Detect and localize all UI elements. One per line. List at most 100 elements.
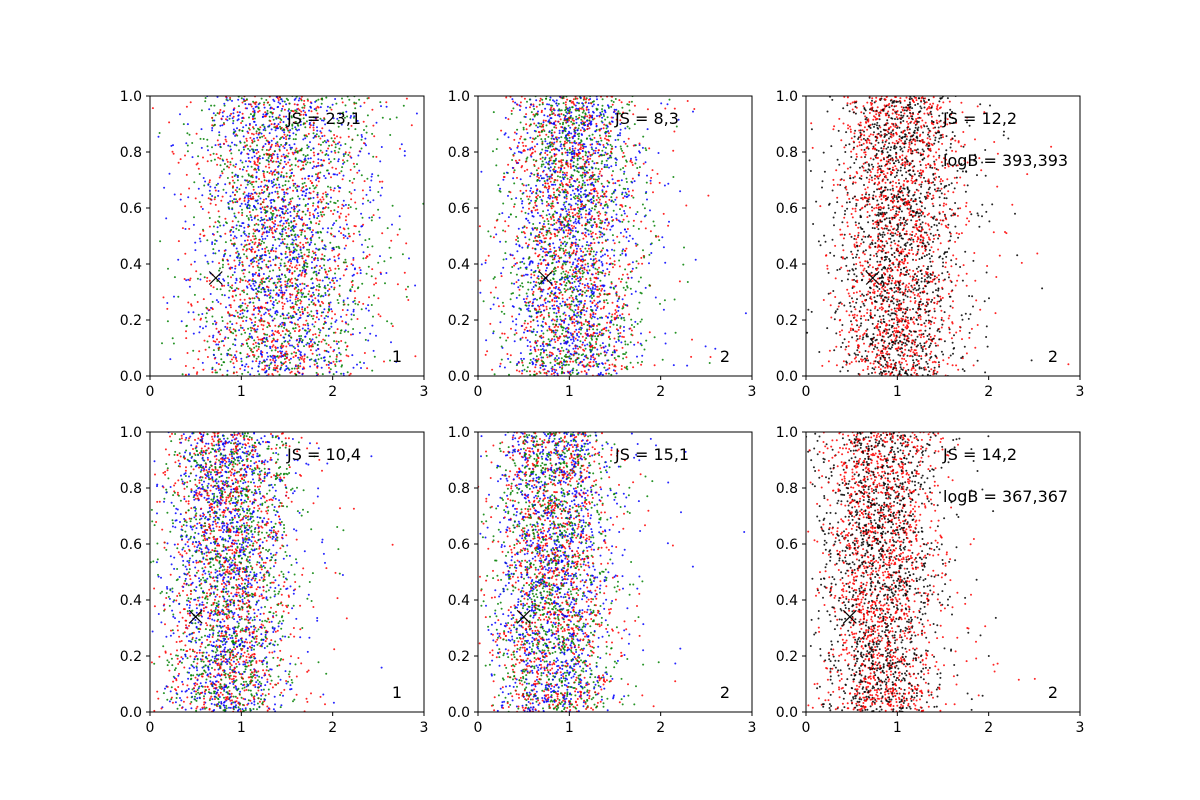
- data-point: [591, 153, 594, 156]
- data-point: [529, 345, 532, 348]
- data-point: [288, 144, 291, 147]
- data-point: [263, 294, 266, 297]
- data-point: [177, 295, 180, 298]
- data-point: [259, 257, 262, 260]
- x-tick-label: 0: [146, 384, 155, 400]
- data-point: [561, 185, 564, 188]
- data-point: [320, 200, 323, 203]
- y-tick-label: 0.6: [120, 201, 142, 217]
- data-point: [267, 186, 269, 189]
- data-point: [358, 169, 361, 172]
- data-point: [600, 346, 603, 349]
- data-point: [250, 262, 253, 265]
- data-point: [299, 120, 302, 123]
- data-point: [295, 339, 298, 342]
- data-point: [344, 151, 347, 154]
- data-point: [252, 209, 254, 211]
- data-point: [575, 316, 578, 318]
- data-point: [257, 202, 259, 205]
- data-point: [222, 168, 225, 171]
- data-point: [214, 369, 217, 372]
- data-point: [341, 97, 343, 100]
- data-point: [189, 101, 192, 104]
- data-point: [622, 316, 625, 319]
- data-point: [300, 295, 303, 298]
- data-point: [591, 138, 594, 141]
- data-point: [267, 266, 270, 268]
- data-point: [303, 309, 306, 312]
- data-point: [330, 325, 333, 328]
- data-point: [388, 246, 391, 249]
- data-point: [574, 252, 577, 255]
- data-point: [282, 336, 285, 339]
- data-point: [563, 147, 566, 150]
- data-point: [255, 152, 258, 155]
- data-point: [555, 140, 558, 143]
- data-point: [250, 216, 253, 219]
- data-point: [590, 219, 593, 222]
- data-point: [256, 336, 259, 339]
- data-point: [523, 331, 525, 334]
- data-point: [379, 194, 382, 197]
- data-point: [266, 277, 269, 279]
- data-point: [239, 306, 242, 309]
- data-point: [568, 139, 571, 142]
- data-point: [577, 127, 580, 130]
- data-point: [286, 314, 289, 317]
- data-point: [492, 236, 495, 239]
- data-point: [539, 352, 542, 354]
- data-point: [353, 177, 356, 180]
- data-point: [247, 157, 250, 159]
- data-point: [540, 356, 543, 359]
- data-point: [244, 160, 247, 163]
- data-point: [298, 329, 301, 331]
- data-point: [356, 363, 358, 366]
- data-point: [312, 314, 315, 317]
- data-point: [583, 344, 586, 347]
- data-point: [296, 129, 299, 132]
- data-point: [298, 335, 301, 338]
- data-point: [168, 121, 171, 124]
- data-point: [530, 269, 533, 272]
- data-point: [168, 172, 171, 175]
- data-point: [317, 158, 320, 161]
- data-point: [272, 244, 274, 247]
- data-point: [249, 373, 252, 376]
- data-point: [230, 112, 233, 115]
- data-point: [286, 127, 289, 130]
- data-point: [352, 258, 355, 261]
- data-point: [286, 243, 289, 246]
- data-point: [281, 107, 284, 110]
- data-point: [188, 279, 191, 282]
- data-point: [563, 145, 566, 148]
- data-point: [590, 146, 593, 149]
- data-point: [516, 262, 518, 264]
- data-point: [529, 349, 532, 351]
- data-point: [323, 349, 326, 352]
- data-point: [334, 98, 337, 100]
- data-point: [601, 263, 604, 265]
- data-point: [280, 364, 283, 367]
- data-point: [606, 179, 609, 182]
- data-point: [311, 299, 314, 302]
- data-point: [535, 355, 538, 358]
- data-point: [248, 116, 250, 119]
- data-point: [389, 359, 391, 362]
- data-point: [516, 128, 519, 131]
- data-point: [232, 185, 234, 188]
- data-point: [368, 216, 371, 219]
- data-point: [299, 113, 302, 116]
- data-point: [344, 143, 347, 145]
- data-point: [336, 135, 338, 138]
- data-point: [284, 212, 287, 215]
- data-point: [276, 346, 279, 349]
- data-point: [273, 178, 275, 181]
- data-point: [543, 372, 546, 374]
- data-point: [240, 360, 243, 363]
- data-point: [569, 357, 572, 360]
- data-point: [192, 332, 195, 335]
- data-point: [363, 180, 366, 183]
- data-point: [203, 184, 206, 187]
- data-point: [274, 340, 277, 343]
- data-point: [252, 353, 254, 356]
